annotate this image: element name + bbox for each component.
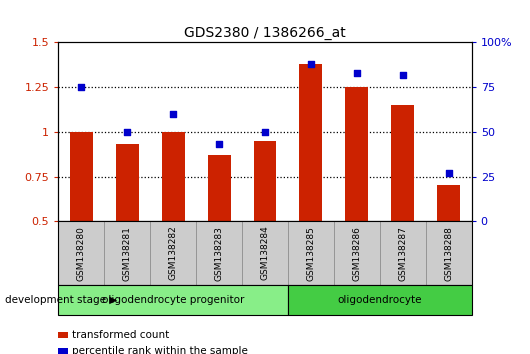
Text: development stage ▶: development stage ▶ — [5, 295, 118, 305]
Text: oligodendrocyte: oligodendrocyte — [338, 295, 422, 305]
Bar — [116, 144, 139, 221]
Point — [123, 129, 131, 135]
Bar — [299, 64, 322, 221]
Bar — [253, 141, 277, 221]
Point — [352, 70, 361, 76]
Text: GSM138288: GSM138288 — [444, 225, 453, 281]
Text: GSM138280: GSM138280 — [77, 225, 86, 281]
Text: GSM138285: GSM138285 — [306, 225, 315, 281]
Bar — [346, 87, 368, 221]
Text: GSM138281: GSM138281 — [123, 225, 131, 281]
Bar — [162, 132, 184, 221]
Bar — [437, 185, 460, 221]
Text: GSM138286: GSM138286 — [352, 225, 361, 281]
Text: percentile rank within the sample: percentile rank within the sample — [72, 346, 248, 354]
Text: GSM138283: GSM138283 — [215, 225, 224, 281]
Point — [261, 129, 269, 135]
Bar — [391, 105, 414, 221]
Text: GSM138284: GSM138284 — [261, 226, 269, 280]
Bar — [208, 155, 231, 221]
Text: transformed count: transformed count — [72, 330, 169, 340]
Point — [215, 142, 223, 147]
Text: oligodendrocyte progenitor: oligodendrocyte progenitor — [102, 295, 244, 305]
Text: GSM138287: GSM138287 — [399, 225, 407, 281]
Point — [169, 111, 178, 117]
Title: GDS2380 / 1386266_at: GDS2380 / 1386266_at — [184, 26, 346, 40]
Point — [307, 61, 315, 67]
Point — [77, 84, 85, 90]
Point — [445, 170, 453, 176]
Text: GSM138282: GSM138282 — [169, 226, 178, 280]
Bar — [70, 132, 93, 221]
Point — [399, 72, 407, 78]
